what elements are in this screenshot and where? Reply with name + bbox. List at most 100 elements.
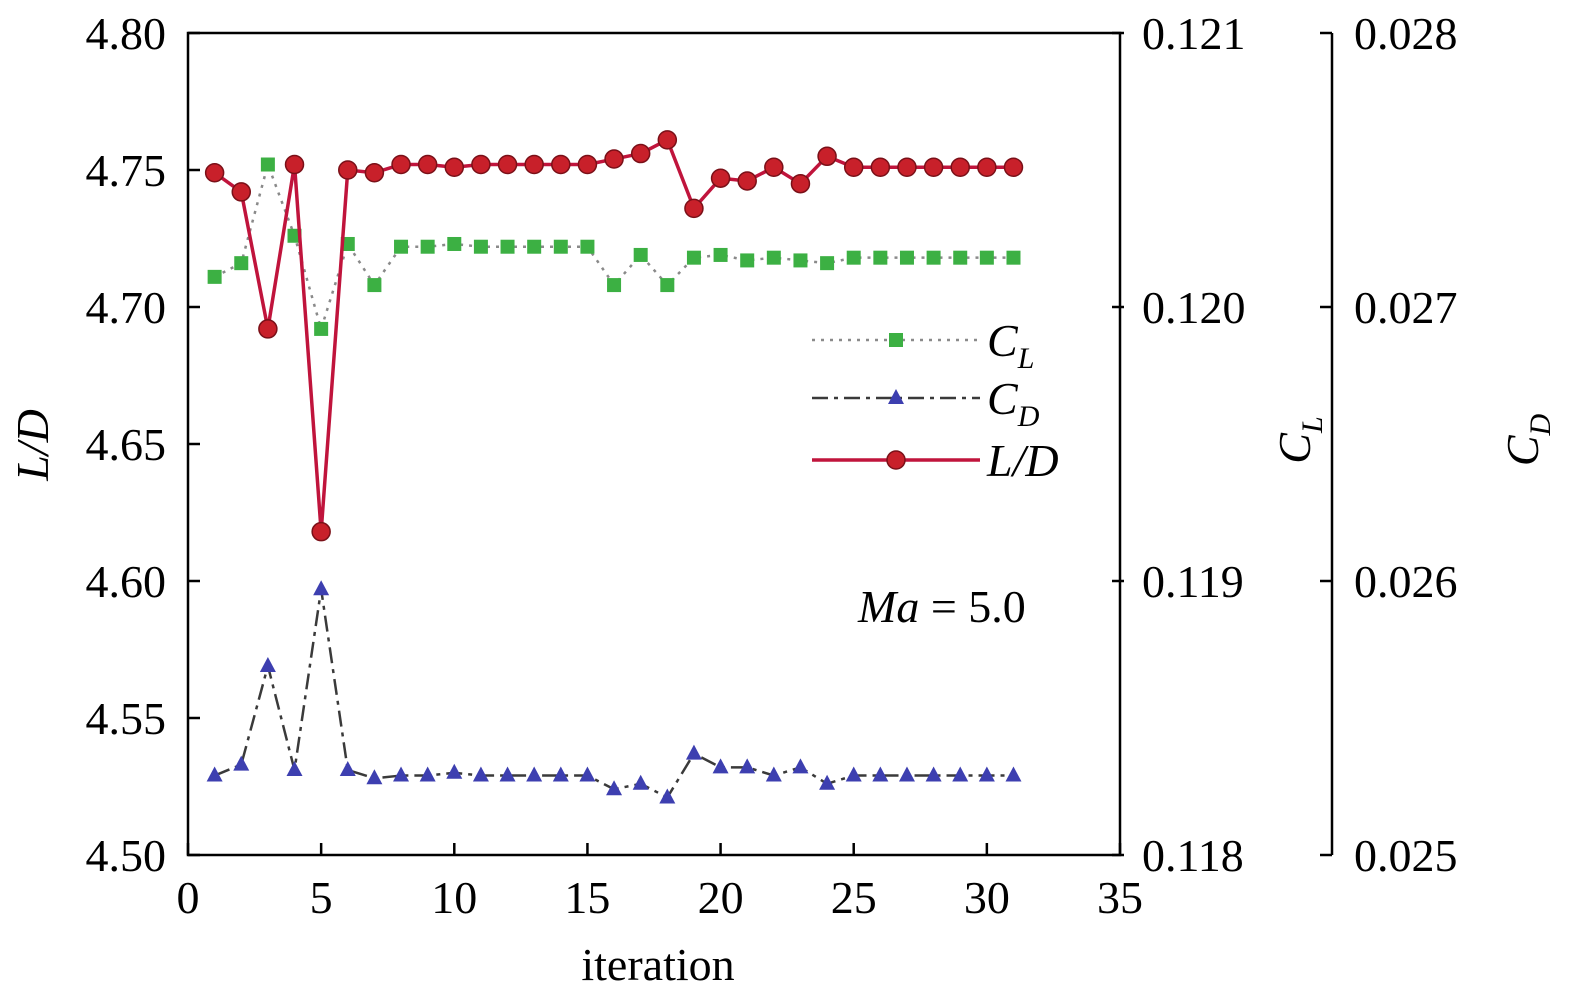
- ld-point: [338, 160, 358, 180]
- cl-point: [394, 239, 409, 254]
- cd-point: [579, 766, 596, 782]
- ld-point: [231, 182, 252, 202]
- cd-point: [712, 758, 729, 774]
- ld-point: [524, 154, 544, 175]
- x-tick-label: 0: [177, 872, 200, 923]
- cl-point: [420, 239, 435, 254]
- cd-point: [446, 763, 463, 779]
- cl-point: [260, 157, 275, 172]
- cl-point: [1006, 250, 1021, 265]
- cl-point: [314, 321, 329, 336]
- cd-tick-label: 0.025: [1354, 830, 1458, 881]
- series-cd: [206, 580, 1022, 804]
- cd-title-sub: D: [1524, 413, 1557, 436]
- ld-tick-label: 4.50: [86, 830, 167, 881]
- cl-point: [846, 250, 861, 265]
- cl-point: [820, 256, 835, 271]
- ld-point: [391, 154, 411, 175]
- mach-annotation: Ma = 5.0: [857, 581, 1026, 632]
- ld-point: [897, 157, 917, 178]
- ld-point: [258, 319, 278, 339]
- cl-point: [926, 250, 941, 265]
- y-axis-title-ld: L/D: [7, 409, 58, 482]
- cd-point: [552, 766, 569, 782]
- cl-point: [367, 278, 382, 293]
- y-axis-title-cl: CL: [1269, 416, 1329, 463]
- cd-tick-label: 0.027: [1354, 282, 1458, 333]
- ld-point: [604, 149, 624, 169]
- cd-point: [259, 656, 276, 672]
- cd-point: [233, 755, 250, 771]
- cd-point: [898, 766, 915, 782]
- cd-point: [739, 758, 756, 774]
- cd-point: [659, 788, 676, 804]
- cd-point: [632, 774, 649, 790]
- ld-point: [204, 162, 225, 183]
- cl-point: [793, 253, 808, 268]
- ld-point: [684, 198, 704, 219]
- cd-point: [872, 766, 889, 782]
- cl-point: [580, 239, 595, 254]
- cd-point: [978, 766, 995, 782]
- cl-tick-label: 0.118: [1142, 830, 1244, 881]
- cd-point: [925, 766, 942, 782]
- cl-title-sub: L: [1296, 416, 1329, 434]
- y-axis-title-cd: CD: [1497, 413, 1557, 466]
- cd-point: [845, 766, 862, 782]
- cd-point: [952, 766, 969, 782]
- ld-point: [977, 157, 997, 178]
- ld-point: [577, 154, 598, 175]
- ld-point: [870, 157, 891, 178]
- cl-point: [473, 239, 488, 254]
- x-axis-title: iteration: [581, 939, 734, 990]
- cl-point: [873, 250, 888, 265]
- legend-label-cl: CL: [987, 315, 1034, 375]
- ld-point: [1003, 157, 1024, 178]
- ld-point: [417, 154, 438, 175]
- legend-label-ld: L/D: [986, 435, 1059, 486]
- cl-tick-label: 0.120: [1142, 282, 1246, 333]
- ld-tick-label: 4.75: [86, 145, 167, 196]
- legend-label-main: L/D: [986, 435, 1059, 486]
- cl-tick-label: 0.121: [1142, 8, 1246, 59]
- ld-tick-label: 4.60: [86, 556, 167, 607]
- cd-point: [685, 744, 702, 760]
- ld-point: [817, 146, 837, 167]
- annotation-mach-value: = 5.0: [919, 581, 1025, 632]
- cl-point: [953, 250, 968, 265]
- ld-point: [843, 157, 864, 178]
- cd-point: [313, 580, 330, 596]
- series-ld: [204, 130, 1024, 542]
- ld-point: [471, 154, 491, 175]
- x-tick-label: 30: [964, 872, 1010, 923]
- ld-tick-label: 4.55: [86, 693, 167, 744]
- cd-point: [339, 761, 356, 777]
- ld-point: [284, 154, 305, 175]
- legend-marker-cd: [888, 389, 904, 404]
- ld-point: [497, 154, 518, 175]
- legend-label-sub: D: [1017, 400, 1040, 433]
- ld-point: [923, 157, 944, 178]
- cl-point: [899, 250, 914, 265]
- x-tick-label: 35: [1097, 872, 1143, 923]
- ld-point: [737, 171, 757, 191]
- ld-tick-label: 4.80: [86, 8, 167, 59]
- ld-point: [311, 521, 331, 542]
- x-tick-label: 25: [831, 872, 877, 923]
- cd-point: [606, 780, 623, 796]
- cl-point: [686, 250, 701, 265]
- x-tick-label: 10: [431, 872, 477, 923]
- ld-point: [710, 168, 731, 188]
- ld-point: [630, 143, 651, 164]
- legend-label-main: C: [987, 315, 1019, 366]
- ld-point: [364, 162, 385, 183]
- cl-point: [447, 236, 462, 251]
- ld-point: [764, 157, 784, 178]
- cl-tick-label: 0.119: [1142, 556, 1244, 607]
- cl-point: [766, 250, 781, 265]
- cd-point: [472, 766, 489, 782]
- x-tick-label: 20: [698, 872, 744, 923]
- cd-point: [499, 766, 516, 782]
- cl-line: [214, 160, 1014, 334]
- cl-point: [660, 278, 675, 293]
